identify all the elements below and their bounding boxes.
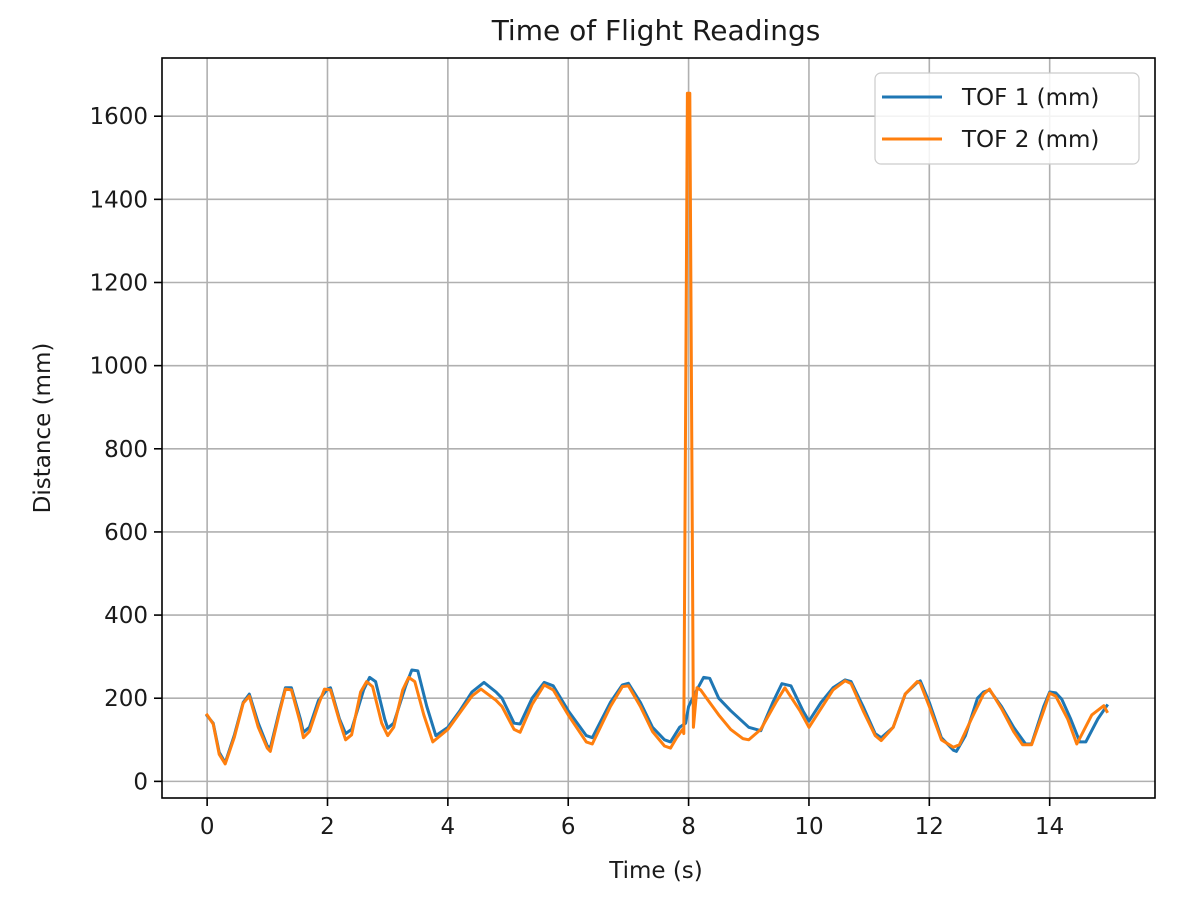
y-axis-label: Distance (mm) — [30, 343, 56, 514]
y-tick-label: 1000 — [89, 354, 148, 380]
plot-frame — [161, 57, 1156, 799]
axis-ticks: 0 2 4 6 8 10 12 14 0 200 400 600 800 1000 1200 1400 1600 — [89, 104, 1064, 840]
y-tick-label: 200 — [104, 686, 148, 712]
y-tick-label: 600 — [104, 520, 148, 546]
x-tick-label: 4 — [441, 814, 456, 840]
y-tick-label: 0 — [133, 769, 148, 795]
y-tick-label: 1400 — [89, 187, 148, 213]
grid-lines — [162, 58, 1155, 798]
x-tick-label: 12 — [915, 814, 944, 840]
x-tick-label: 2 — [320, 814, 335, 840]
x-tick-label: 14 — [1035, 814, 1064, 840]
y-tick-label: 800 — [104, 437, 148, 463]
legend: TOF 1 (mm) TOF 2 (mm) — [874, 72, 1140, 165]
data-series — [204, 91, 1109, 766]
legend-label-tof1: TOF 1 (mm) — [961, 85, 1099, 111]
x-axis-label: Time (s) — [608, 858, 703, 884]
series-line-tof2 — [205, 91, 1109, 766]
y-tick-label: 1200 — [89, 270, 148, 296]
x-tick-label: 10 — [794, 814, 823, 840]
x-tick-label: 8 — [681, 814, 696, 840]
y-tick-label: 1600 — [89, 104, 148, 130]
x-tick-label: 6 — [561, 814, 576, 840]
y-tick-label: 400 — [104, 603, 148, 629]
chart-title: Time of Flight Readings — [491, 14, 821, 47]
legend-label-tof2: TOF 2 (mm) — [961, 127, 1099, 153]
x-tick-label: 0 — [200, 814, 215, 840]
